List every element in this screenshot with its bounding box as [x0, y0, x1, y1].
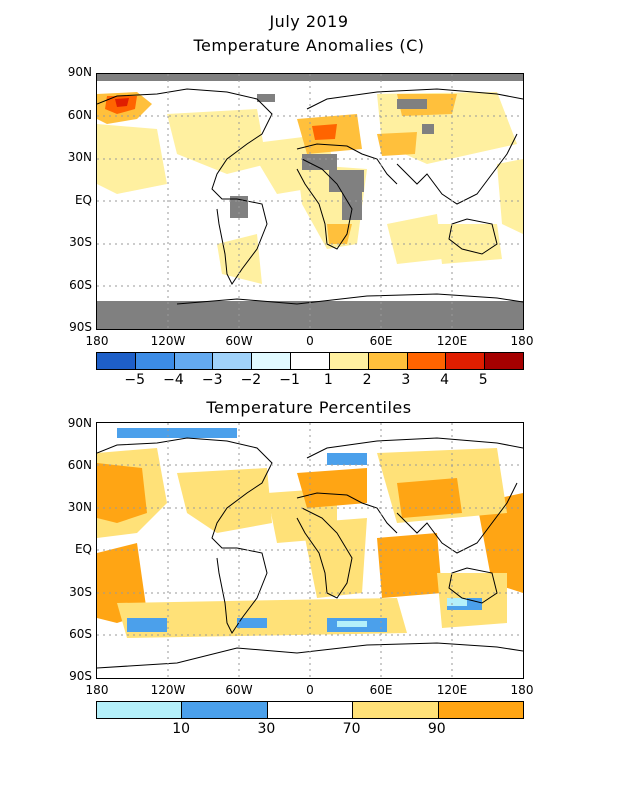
percentile-map	[96, 422, 524, 679]
na-warm	[167, 109, 267, 174]
lat-label-90n-bottom: 90N	[67, 416, 92, 430]
bottom-title: Temperature Percentiles	[206, 398, 412, 417]
lat-label-30n: 30N	[67, 150, 92, 164]
colorbar-label: 10	[172, 721, 191, 737]
colorbar-swatch	[174, 353, 214, 369]
lon-label-180e: 180	[510, 334, 534, 348]
lat-label-60n-bottom: 60N	[67, 458, 92, 472]
top-title-line1: July 2019	[269, 12, 349, 31]
colorbar-swatch	[252, 353, 292, 369]
lat-label-30n-bottom: 30N	[67, 500, 92, 514]
lat-label-30s-bottom: 30S	[69, 585, 92, 599]
europe-top	[297, 468, 367, 508]
percentile-patches	[97, 448, 523, 638]
lon-label-0-bottom: 0	[306, 683, 314, 697]
colorbar-label: 3	[401, 372, 411, 388]
anomaly-colorbar	[96, 352, 524, 370]
colorbar-label: −1	[279, 372, 300, 388]
lat-label-eq-bottom: EQ	[74, 542, 92, 556]
lon-label-120e: 120E	[436, 334, 468, 348]
lon-label-60e: 60E	[369, 334, 393, 348]
lon-label-180w-bottom: 180	[85, 683, 109, 697]
gridlines-bottom	[97, 423, 523, 678]
anomaly-patches	[97, 92, 523, 284]
na-high	[177, 468, 272, 533]
colorbar-label: 70	[342, 721, 361, 737]
missing-arctic-band	[97, 74, 523, 81]
lat-label-30s: 30S	[69, 235, 92, 249]
coastlines-bottom	[97, 437, 523, 669]
colorbar-swatch	[267, 702, 354, 718]
lat-label-60s: 60S	[69, 278, 92, 292]
anomaly-map-svg	[97, 74, 523, 329]
lon-label-120w-bottom: 120W	[150, 683, 186, 697]
indian-top	[377, 533, 442, 598]
colorbar-swatch	[291, 353, 330, 369]
colorbar-label: −5	[124, 372, 146, 388]
alaska-core	[115, 98, 129, 107]
colorbar-swatch	[368, 353, 408, 369]
indian-warm	[387, 214, 442, 264]
lat-label-60s-bottom: 60S	[69, 627, 92, 641]
colorbar-swatch	[97, 353, 136, 369]
colorbar-label: 90	[427, 721, 446, 737]
anomaly-map	[96, 73, 524, 330]
lat-label-eq: EQ	[74, 193, 92, 207]
colorbar-swatch	[213, 353, 253, 369]
percentile-colorbar	[96, 701, 524, 719]
colorbar-swatch	[438, 702, 524, 718]
gridlines	[97, 74, 523, 329]
lon-label-120e-bottom: 120E	[436, 683, 468, 697]
colorbar-swatch	[407, 353, 447, 369]
colorbar-swatch	[182, 702, 268, 718]
np-pac-top	[97, 463, 147, 523]
mideast-warm	[377, 132, 417, 156]
top-title-line2: Temperature Anomalies (C)	[193, 36, 425, 55]
percentile-verycold-patches	[337, 598, 467, 627]
europe-hot	[312, 124, 337, 140]
lat-label-60n: 60N	[67, 108, 92, 122]
pacific-warm	[97, 124, 167, 194]
lat-label-90s: 90S	[69, 320, 92, 334]
colorbar-label: 2	[362, 372, 372, 388]
colorbar-swatch	[329, 353, 369, 369]
colorbar-label: −4	[163, 372, 184, 388]
colorbar-label: 5	[478, 372, 488, 388]
colorbar-label: 4	[440, 372, 449, 388]
africa-high	[302, 518, 367, 598]
colorbar-label: 1	[323, 372, 333, 388]
lon-label-0: 0	[306, 334, 314, 348]
lon-label-60w-bottom: 60W	[225, 683, 253, 697]
ep-pac-top	[477, 493, 523, 593]
colorbar-swatch	[135, 353, 175, 369]
missing-land-patches	[230, 94, 434, 220]
coastlines	[97, 88, 523, 305]
lon-label-60w: 60W	[225, 334, 253, 348]
colorbar-swatch	[353, 702, 439, 718]
epac-warm	[497, 159, 523, 234]
lon-label-180e-bottom: 180	[510, 683, 534, 697]
sa-warm	[217, 234, 262, 284]
lon-label-60e-bottom: 60E	[369, 683, 393, 697]
colorbar-label: 30	[257, 721, 276, 737]
percentile-map-svg	[97, 423, 523, 678]
colorbar-label: −3	[201, 372, 223, 388]
lat-label-90n: 90N	[67, 65, 92, 79]
lon-label-120w: 120W	[150, 334, 186, 348]
colorbar-label: −2	[240, 372, 262, 388]
colorbar-swatch	[446, 353, 486, 369]
lat-label-90s-bottom: 90S	[69, 669, 92, 683]
lon-label-180w: 180	[85, 334, 109, 348]
safrica-warm	[327, 224, 352, 244]
colorbar-swatch	[485, 353, 523, 369]
colorbar-swatch	[97, 702, 183, 718]
